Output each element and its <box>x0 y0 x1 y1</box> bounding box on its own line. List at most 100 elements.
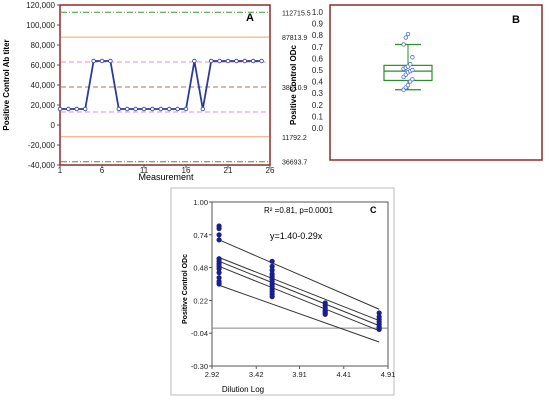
panel-a-data-point <box>82 106 88 112</box>
panel-a-y-tick-label: 120,000 <box>26 1 55 10</box>
panel-a-y-tick-label: 0 <box>51 121 56 130</box>
panel-c-x-tick-label: 3.91 <box>292 370 307 379</box>
panel-a-reference-label: 36693.7 <box>282 160 307 167</box>
panel-b-y-label: Positive Control ODc <box>289 44 298 125</box>
panel-b-points <box>401 31 415 92</box>
panel-a-y-tick-label: 100,000 <box>26 21 55 30</box>
panel-c-fit-line <box>218 257 380 322</box>
panel-a-x-tick-label: 6 <box>100 166 105 175</box>
panel-a-reference-label: 38010.9 <box>282 85 307 92</box>
panel-c-data-point <box>269 294 275 300</box>
panel-c-y-tick-label: -0.30 <box>191 362 208 371</box>
panel-a-data-point <box>133 106 138 112</box>
panel-c-fit-lines <box>218 239 380 343</box>
panel-c-letter: C <box>370 205 377 215</box>
panel-b-data-point <box>410 77 415 82</box>
panel-c-data-point <box>216 266 222 272</box>
panel-b-y-tick-label: 0.1 <box>312 112 324 121</box>
panel-b-data-point <box>408 61 413 67</box>
panel-c-fit-line <box>218 265 380 332</box>
panel-c-data-point <box>216 270 222 276</box>
panel-a-data-point <box>99 58 105 64</box>
panel-a-x-tick-label: 1 <box>58 166 63 175</box>
panel-c-data-point <box>216 275 222 281</box>
panel-a-data-point <box>175 106 180 112</box>
panel-a-points <box>57 58 264 112</box>
panel-c-fit-line <box>218 239 380 310</box>
panel-b-frame <box>329 4 543 161</box>
panel-a-data-point <box>242 58 247 64</box>
panel-c-data-point <box>216 281 222 287</box>
panel-a-x-tick-label: 11 <box>140 166 149 175</box>
panel-a-frame <box>59 4 271 166</box>
panel-a-data-point <box>234 58 239 64</box>
panel-a-letter: A <box>246 12 254 24</box>
panel-a-y-label: Positive Control Ab titer <box>2 39 11 130</box>
panel-a-data-point <box>57 106 63 112</box>
panel-b-y-tick-label: 0.8 <box>312 31 324 40</box>
panel-c-y-tick-label: 0.48 <box>193 264 208 273</box>
panel-b-data-point <box>405 31 411 37</box>
panel-a-data-point <box>225 58 231 64</box>
panel-b-data-point <box>401 42 406 47</box>
panel-c-data-point <box>216 225 222 232</box>
panel-a-data-point <box>150 106 155 112</box>
panel-a-data-point <box>108 58 113 64</box>
panel-c-y-tick-label: -0.04 <box>191 329 208 338</box>
panel-a-data-point <box>259 58 264 64</box>
panel-b-y-tick-label: 0.4 <box>312 78 324 87</box>
panel-a-data-point <box>217 58 222 64</box>
panel-a-data-point <box>91 58 96 64</box>
panel-a-x-tick-label: 21 <box>224 166 233 175</box>
panel-c-data-point <box>216 237 222 243</box>
panel-a-reference-lines <box>61 11 269 163</box>
panel-a-y-tick-label: 80,000 <box>31 41 56 50</box>
panel-b-y-ticks: 0.0 0.1 0.2 0.3 0.4 0.5 0.6 0.7 0.8 0.9 1.0 <box>312 8 324 133</box>
panel-c-data-point <box>216 232 222 238</box>
panel-c-x-tick-label: 3.42 <box>249 370 264 379</box>
panel-b-y-tick-label: 0.2 <box>312 101 324 110</box>
panel-b-y-tick-label: 0.5 <box>312 66 324 75</box>
panel-b: 0.0 0.1 0.2 0.3 0.4 0.5 0.6 0.7 0.8 0.9 1.0 Positi… <box>289 4 543 161</box>
panel-b-letter: B <box>512 14 520 26</box>
panel-b-y-tick-label: 0.9 <box>312 20 324 29</box>
panel-a-data-point <box>250 58 256 64</box>
panel-a-x-label: Measurement <box>138 172 194 182</box>
panel-c: 1.00 0.74 0.48 0.22 -0.04 -0.30 2.92 3.42 3.91 4… <box>170 187 396 396</box>
panel-b-data-point <box>403 35 408 40</box>
panel-a-data-point <box>158 106 163 112</box>
panel-b-y-tick-label: 1.0 <box>312 8 324 17</box>
panel-a-reference-label: 112715.5 <box>282 10 311 17</box>
panel-c-data-point <box>269 267 275 273</box>
panel-c-y-tick-label: 0.74 <box>193 231 208 240</box>
panel-a-data-point <box>66 106 71 112</box>
panel-a-y-tick-label: 60,000 <box>31 61 56 70</box>
panel-a-data-point <box>74 106 79 112</box>
panel-a-x-tick-label: 26 <box>266 166 275 175</box>
panel-c-data-point <box>376 310 382 316</box>
panel-c-x-tick-label: 4.91 <box>381 370 396 379</box>
panel-c-data-point <box>269 263 275 269</box>
panel-a-y-tick-label: -40,000 <box>28 161 56 170</box>
panel-c-x-tick-label: 2.92 <box>205 370 220 379</box>
panel-c-y-label: Positive Control ODc <box>182 254 189 324</box>
panel-b-y-tick-label: 0.3 <box>312 89 324 98</box>
panel-c-data-point <box>322 311 328 317</box>
panel-a-data-point <box>116 106 121 112</box>
panel-a-data-point <box>192 58 197 64</box>
panel-c-equation: y=1.40-0.29x <box>270 231 323 241</box>
panel-a-y-ticks: 120,000 100,000 80,000 60,000 40,000 20,000 0 -… <box>26 1 60 170</box>
panel-c-x-label: Dilution Log <box>222 385 264 394</box>
panel-c-y-tick-label: 1.00 <box>193 198 208 207</box>
panel-b-y-tick-label: 0.0 <box>312 124 324 133</box>
panel-a-x-ticks: 1 6 11 16 21 26 <box>58 165 275 175</box>
panel-a-y-tick-label: -20,000 <box>28 141 56 150</box>
panel-a-reference-label: 87813.9 <box>282 35 307 42</box>
panel-c-data-point <box>376 325 382 331</box>
panel-a-data-point <box>183 106 189 112</box>
panel-b-y-tick-label: 0.6 <box>312 54 324 63</box>
panel-c-fit-line <box>218 260 380 327</box>
panel-a-data-point <box>141 106 147 112</box>
